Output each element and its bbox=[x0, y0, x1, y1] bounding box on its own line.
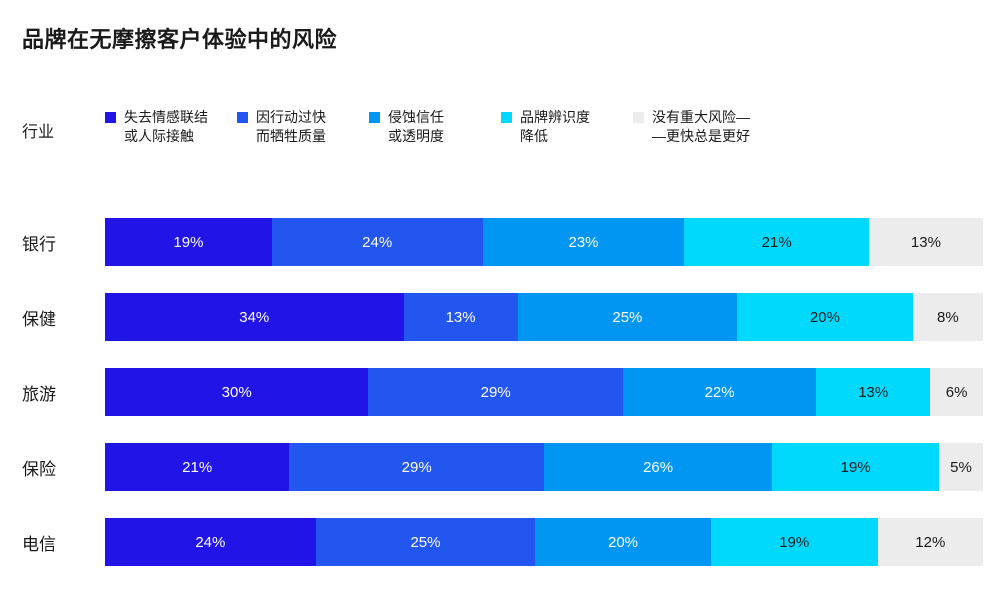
bar-segment-2: 24% bbox=[271, 218, 483, 266]
bar-value-label: 13% bbox=[858, 383, 889, 401]
industry-axis-label: 行业 bbox=[22, 124, 55, 141]
legend-item-label: 品牌辨识度 降低 bbox=[520, 109, 590, 144]
bar-value-label: 20% bbox=[809, 308, 840, 326]
bar-segment-2: 25% bbox=[315, 518, 536, 566]
legend-swatch-icon bbox=[237, 112, 248, 123]
category-label: 银行 bbox=[22, 234, 56, 254]
bar-segment-5: 8% bbox=[912, 293, 983, 341]
bar-segment-4: 13% bbox=[816, 368, 931, 416]
legend-item-label: 没有重大风险— —更快总是更好 bbox=[652, 109, 750, 144]
bar-segment-5: 12% bbox=[877, 518, 983, 566]
legend-item-label: 失去情感联结 或人际接触 bbox=[124, 109, 208, 144]
bar-segment-2: 13% bbox=[403, 293, 518, 341]
bar-segment-1: 21% bbox=[105, 443, 290, 491]
legend-swatch-icon bbox=[369, 112, 380, 123]
bar-value-label: 12% bbox=[915, 533, 946, 551]
bar-row-3: 旅游 30% 29% 22% 13% 6% bbox=[0, 368, 1000, 416]
bar-segment-3: 22% bbox=[623, 368, 817, 416]
bar-row-4: 保险 21% 29% 26% 19% 5% bbox=[0, 443, 1000, 491]
legend-items: 失去情感联结 或人际接触 因行动过快 而牺牲质量 侵蚀信任 或透明度 品牌辨识度 降低 没有重大… bbox=[105, 108, 765, 146]
bar-track: 21% 29% 26% 19% 5% bbox=[105, 443, 983, 491]
bar-segment-3: 25% bbox=[517, 293, 738, 341]
stacked-bar-chart: 银行 19% 24% 23% 21% 13% 保健 34% 13% 25% 20% 8% 旅游 30% 29… bbox=[0, 218, 1000, 593]
bar-value-label: 19% bbox=[779, 533, 810, 551]
bar-track: 30% 29% 22% 13% 6% bbox=[105, 368, 983, 416]
legend-item-5: 没有重大风险— —更快总是更好 bbox=[633, 108, 765, 146]
chart-title: 品牌在无摩擦客户体验中的风险 bbox=[22, 27, 338, 52]
legend-swatch-icon bbox=[105, 112, 116, 123]
bar-row-2: 保健 34% 13% 25% 20% 8% bbox=[0, 293, 1000, 341]
bar-segment-5: 13% bbox=[868, 218, 983, 266]
bar-value-label: 21% bbox=[761, 233, 792, 251]
bar-segment-5: 5% bbox=[939, 443, 983, 491]
category-label: 保险 bbox=[22, 459, 56, 479]
bar-segment-3: 20% bbox=[535, 518, 711, 566]
bar-segment-2: 29% bbox=[368, 368, 623, 416]
bar-segment-1: 30% bbox=[105, 368, 369, 416]
bar-value-label: 20% bbox=[608, 533, 639, 551]
bar-value-label: 25% bbox=[410, 533, 441, 551]
legend-item-2: 因行动过快 而牺牲质量 bbox=[237, 108, 369, 146]
bar-value-label: 21% bbox=[182, 458, 213, 476]
bar-segment-1: 34% bbox=[105, 293, 404, 341]
legend-item-1: 失去情感联结 或人际接触 bbox=[105, 108, 237, 146]
bar-value-label: 24% bbox=[195, 533, 226, 551]
bar-row-5: 电信 24% 25% 20% 19% 12% bbox=[0, 518, 1000, 566]
bar-row-1: 银行 19% 24% 23% 21% 13% bbox=[0, 218, 1000, 266]
bar-track: 34% 13% 25% 20% 8% bbox=[105, 293, 983, 341]
bar-value-label: 8% bbox=[937, 308, 959, 326]
bar-segment-1: 24% bbox=[105, 518, 316, 566]
bar-segment-3: 23% bbox=[482, 218, 685, 266]
bar-segment-4: 19% bbox=[710, 518, 878, 566]
bar-segment-4: 20% bbox=[737, 293, 913, 341]
bar-segment-5: 6% bbox=[930, 368, 983, 416]
bar-segment-4: 19% bbox=[772, 443, 940, 491]
bar-value-label: 13% bbox=[910, 233, 941, 251]
bar-value-label: 24% bbox=[362, 233, 393, 251]
legend-swatch-icon bbox=[501, 112, 512, 123]
bar-value-label: 26% bbox=[643, 458, 674, 476]
bar-track: 24% 25% 20% 19% 12% bbox=[105, 518, 983, 566]
bar-value-label: 23% bbox=[568, 233, 599, 251]
bar-value-label: 34% bbox=[239, 308, 270, 326]
legend-item-4: 品牌辨识度 降低 bbox=[501, 108, 633, 146]
bar-value-label: 29% bbox=[480, 383, 511, 401]
bar-value-label: 30% bbox=[221, 383, 252, 401]
legend-item-label: 侵蚀信任 或透明度 bbox=[388, 109, 444, 144]
bar-value-label: 13% bbox=[445, 308, 476, 326]
legend-item-3: 侵蚀信任 或透明度 bbox=[369, 108, 501, 146]
legend: 行业 失去情感联结 或人际接触 因行动过快 而牺牲质量 侵蚀信任 或透明度 品牌辨识度 降低 没… bbox=[22, 108, 765, 146]
legend-swatch-icon bbox=[633, 112, 644, 123]
bar-value-label: 19% bbox=[840, 458, 871, 476]
bar-value-label: 25% bbox=[612, 308, 643, 326]
bar-segment-4: 21% bbox=[684, 218, 869, 266]
bar-value-label: 5% bbox=[950, 458, 972, 476]
category-label: 保健 bbox=[22, 309, 56, 329]
bar-value-label: 6% bbox=[945, 383, 968, 401]
bar-segment-1: 19% bbox=[105, 218, 272, 266]
bar-segment-3: 26% bbox=[543, 443, 773, 491]
bar-track: 19% 24% 23% 21% 13% bbox=[105, 218, 983, 266]
bar-value-label: 29% bbox=[401, 458, 432, 476]
bar-segment-2: 29% bbox=[289, 443, 544, 491]
legend-item-label: 因行动过快 而牺牲质量 bbox=[256, 109, 326, 144]
category-label: 电信 bbox=[22, 534, 56, 554]
bar-value-label: 19% bbox=[173, 233, 204, 251]
bar-value-label: 22% bbox=[704, 383, 735, 401]
category-label: 旅游 bbox=[22, 384, 56, 404]
